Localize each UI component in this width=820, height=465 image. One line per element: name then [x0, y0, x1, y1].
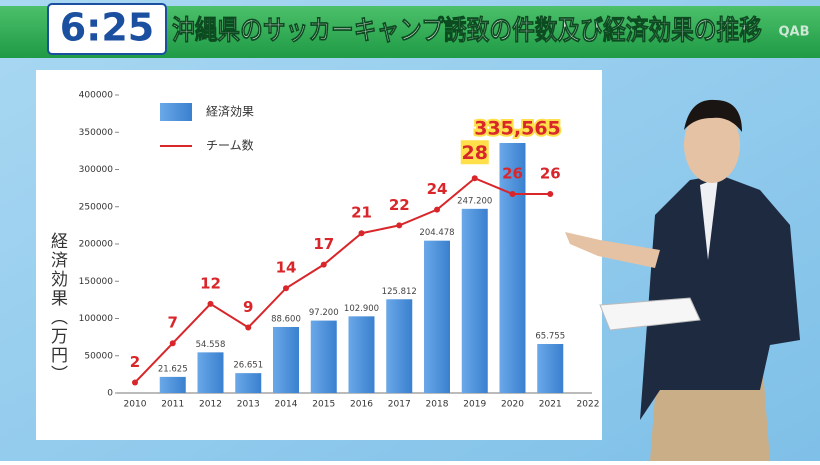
bar [310, 320, 337, 393]
bar [537, 344, 564, 393]
value-label: 125.812 [382, 287, 417, 297]
x-tick-label: 2013 [237, 400, 260, 410]
legend-label: チーム数 [206, 138, 254, 153]
point [207, 300, 214, 307]
x-tick-label: 2017 [388, 400, 411, 410]
x-tick-label: 2014 [275, 400, 298, 410]
y-axis-label: 経済効果（万円） [47, 232, 68, 384]
y-tick-label: 50000 [84, 351, 113, 361]
data-label: 26 [502, 164, 523, 182]
bar [235, 373, 262, 393]
y-tick-label: 400000 [79, 91, 114, 101]
point [169, 340, 176, 347]
y-tick-label: 0 [107, 389, 113, 399]
data-label: 14 [276, 259, 297, 277]
value-label: 335,565 [474, 118, 561, 140]
presenter [565, 99, 800, 461]
bar [348, 316, 375, 393]
data-label: 28 [462, 142, 488, 164]
x-tick-label: 2019 [463, 400, 486, 410]
bar [461, 208, 488, 393]
point [434, 206, 440, 213]
point [358, 230, 365, 237]
y-tick-label: 300000 [79, 165, 114, 175]
y-tick-label: 350000 [79, 128, 114, 138]
point [132, 379, 138, 386]
y-tick-label: 200000 [79, 240, 114, 250]
bar [499, 143, 526, 393]
plot: 0 50000 100000 150000 200000 250000 300000 3500… [79, 91, 600, 410]
face [684, 107, 740, 183]
label-highlight [460, 140, 489, 165]
x-tick-label: 2022 [577, 400, 600, 410]
x-tick-label: 2015 [312, 400, 335, 410]
value-label: 26.651 [233, 361, 263, 371]
data-label: 22 [389, 196, 410, 214]
point [509, 190, 516, 197]
data-label: 9 [243, 298, 253, 316]
value-label: 247.200 [457, 196, 492, 206]
value-label: 54.558 [196, 340, 226, 350]
hand [565, 232, 660, 268]
bar [273, 326, 299, 393]
value-label: 102.900 [344, 304, 379, 314]
clock-box [47, 3, 167, 55]
data-label: 12 [200, 274, 221, 292]
x-tick-label: 2018 [426, 400, 449, 410]
bar [386, 299, 413, 393]
point [245, 324, 252, 331]
logo: QAB [778, 25, 809, 40]
suit [640, 175, 800, 420]
headline: 沖縄県のサッカーキャンプ誘致の件数及び経済効果の推移 [172, 15, 762, 47]
clock: 6:25 [60, 6, 155, 50]
legend-swatch [160, 103, 192, 121]
x-tick-label: 2011 [161, 400, 184, 410]
data-label: 2 [130, 353, 140, 371]
x-tick-label: 2016 [350, 400, 373, 410]
point [320, 261, 327, 268]
hair [684, 99, 742, 132]
bar [197, 352, 224, 393]
papers [599, 297, 701, 331]
y-tick-label: 250000 [79, 202, 114, 212]
point [547, 190, 554, 197]
x-tick-label: 2021 [539, 400, 562, 410]
value-label: 65.755 [535, 332, 565, 342]
line [134, 177, 551, 384]
y-tick-label: 150000 [79, 277, 114, 287]
point [396, 222, 403, 229]
bar [424, 240, 450, 393]
value-label: 204.478 [419, 228, 454, 238]
value-label: 97.200 [309, 308, 339, 318]
point [283, 285, 289, 292]
data-label: 7 [168, 314, 178, 332]
data-label: 17 [313, 235, 334, 253]
x-tick-label: 2010 [124, 400, 147, 410]
value-label: 21.625 [158, 364, 188, 374]
bar [159, 376, 186, 393]
data-label: 21 [351, 204, 372, 222]
data-label: 26 [540, 164, 561, 182]
shirt [700, 178, 718, 260]
value-label: 88.600 [271, 314, 301, 324]
point [471, 175, 478, 182]
x-tick-label: 2012 [199, 400, 222, 410]
legend-label: 経済効果 [206, 104, 254, 119]
x-tick-label: 2020 [501, 400, 524, 410]
y-tick-label: 100000 [79, 314, 114, 324]
data-label: 24 [427, 180, 448, 198]
